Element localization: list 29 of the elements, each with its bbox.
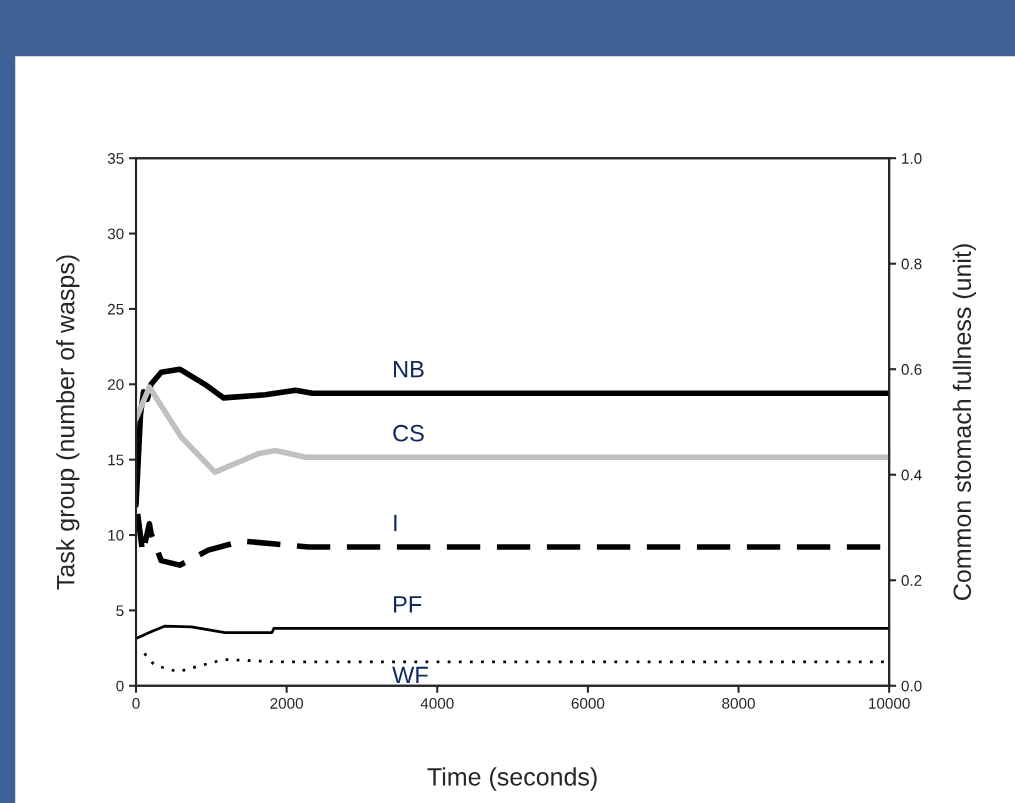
y2-tick-label: 0.4 <box>901 469 922 481</box>
y-tick-label: 5 <box>116 605 124 617</box>
series-label: NB <box>394 361 424 378</box>
y-tick-label: 0 <box>116 680 124 692</box>
y-tick-label: 35 <box>107 153 124 164</box>
y-tick-label: 15 <box>108 454 124 466</box>
series-label: PF <box>394 596 422 613</box>
series-label: CS <box>393 424 424 442</box>
y2-axis-title: Common stomach fullness (unit) <box>952 244 977 600</box>
x-tick-label: 10000 <box>869 697 910 709</box>
y-tick-label: 20 <box>107 379 124 390</box>
x-tick-label: 0 <box>132 697 140 709</box>
y2-tick-label: 0.6 <box>901 364 922 375</box>
y2-tick-label: 0.8 <box>901 258 922 270</box>
y-axis-title: Task group (number of wasps) <box>56 255 80 590</box>
y2-tick-label: 0.0 <box>901 680 922 692</box>
x-axis-title: Time (seconds) <box>427 767 597 791</box>
x-tick-label: 6000 <box>571 697 605 709</box>
y-tick-label: 30 <box>107 228 124 240</box>
y2-tick-label: 1.0 <box>902 153 922 164</box>
x-tick-label: 8000 <box>722 697 755 709</box>
x-tick-label: 4000 <box>420 697 454 709</box>
y-tick-label: 25 <box>107 303 124 315</box>
y2-tick-label: 0.2 <box>901 575 922 586</box>
x-tick-label: 2000 <box>270 697 304 709</box>
series-label: WF <box>392 666 428 684</box>
line-series <box>136 624 890 640</box>
y-tick-label: 10 <box>108 529 124 541</box>
series-label: I <box>394 514 397 532</box>
